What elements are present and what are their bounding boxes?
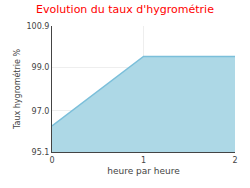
svg-text:1: 1 — [141, 156, 146, 165]
svg-text:Taux hygrométrie %: Taux hygrométrie % — [12, 49, 22, 131]
svg-text:100.9: 100.9 — [26, 22, 49, 31]
svg-text:95.1: 95.1 — [32, 148, 50, 157]
svg-text:Evolution du taux d'hygrométri: Evolution du taux d'hygrométrie — [36, 3, 214, 16]
svg-text:2: 2 — [232, 156, 237, 165]
svg-text:97.0: 97.0 — [32, 107, 50, 116]
svg-text:heure par heure: heure par heure — [107, 166, 180, 176]
svg-text:0: 0 — [49, 156, 54, 165]
svg-text:99.0: 99.0 — [32, 63, 50, 72]
